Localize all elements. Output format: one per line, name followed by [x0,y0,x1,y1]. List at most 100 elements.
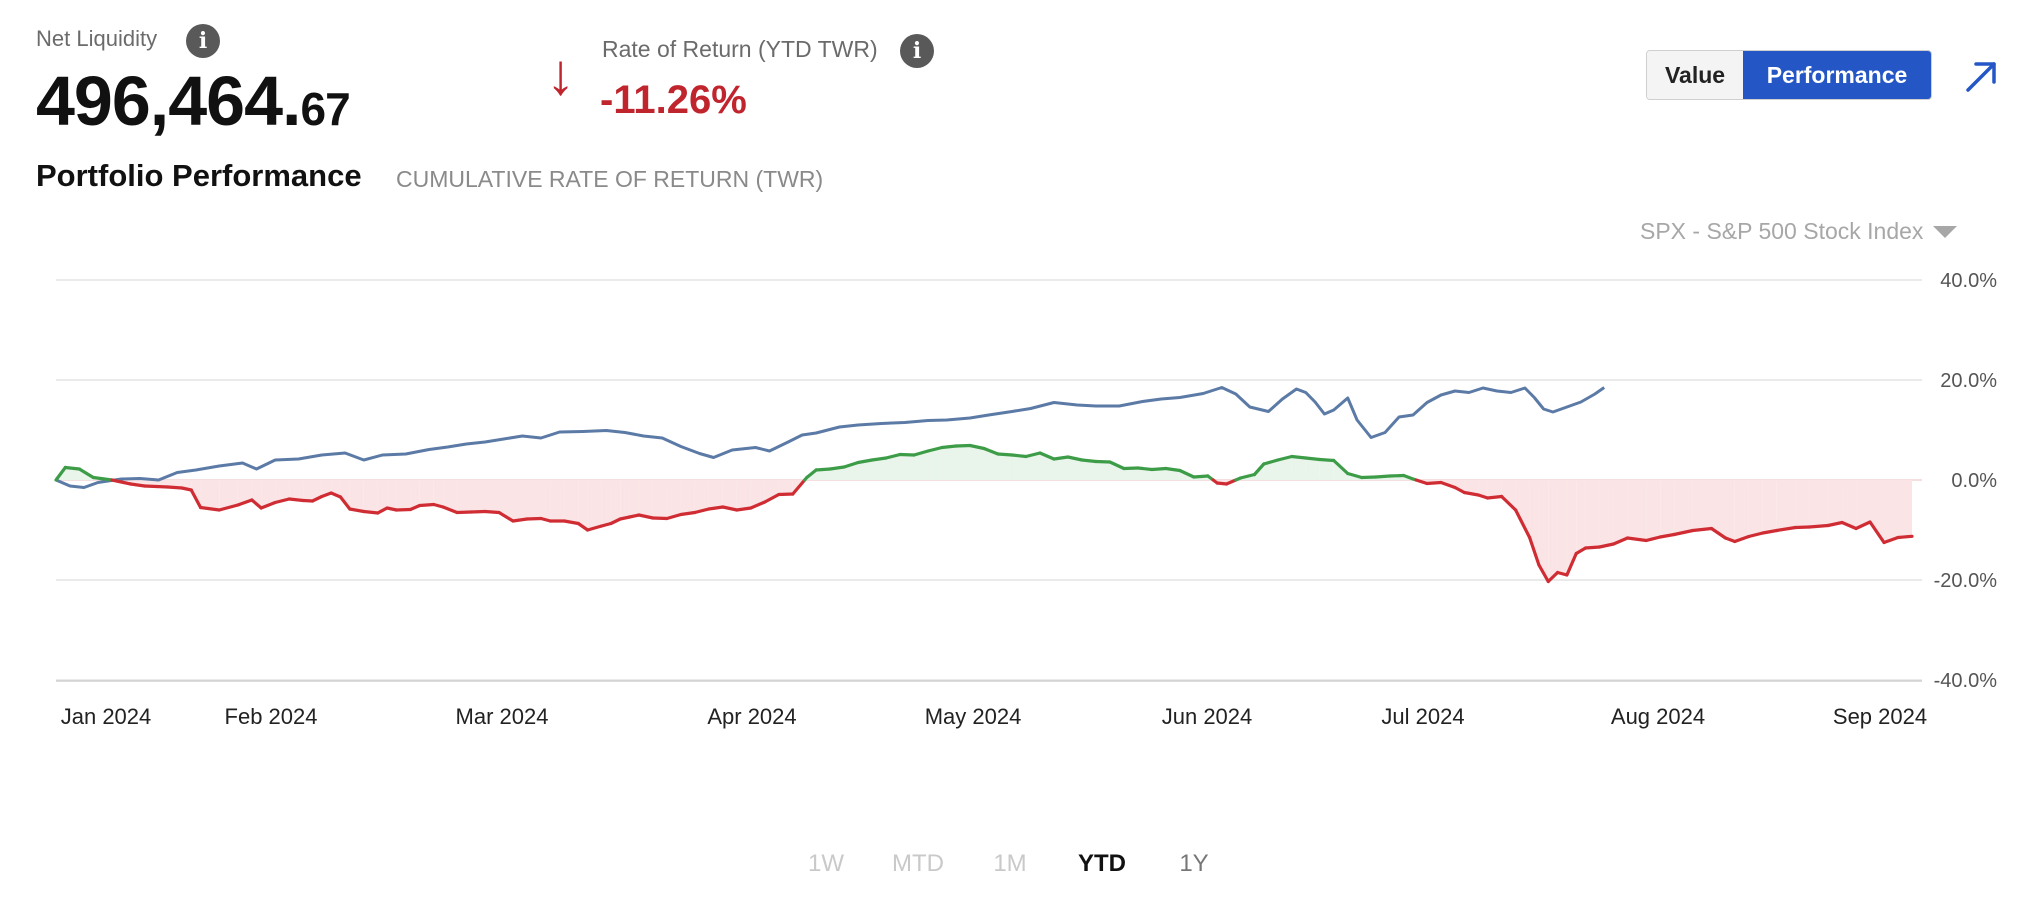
negative-area [419,480,434,506]
positive-area [1137,468,1152,480]
negative-area [377,480,388,513]
portfolio-line-positive [982,446,1000,456]
portfolio-line-negative [576,521,590,532]
portfolio-line-negative [1574,546,1588,556]
portfolio-line-positive [884,452,902,460]
benchmark-select[interactable]: SPX - S&P 500 Stock Index [1640,218,1958,245]
portfolio-line-negative [376,506,389,515]
portfolio-line-positive [856,458,874,465]
range-1w[interactable]: 1W [808,850,844,877]
range-1m[interactable]: 1M [993,850,1027,877]
negative-area [587,480,602,530]
info-icon[interactable]: i [900,34,934,68]
y-tick-label: 20.0% [1940,370,1997,392]
portfolio-line-negative [394,507,413,512]
negative-area [722,480,737,510]
performance-button[interactable]: Performance [1743,51,1931,99]
portfolio-line-positive [63,465,81,471]
portfolio-line-positive [940,444,958,450]
positive-area [1263,460,1278,480]
portfolio-line-negative [129,482,147,488]
x-tick-label: Mar 2024 [456,704,549,729]
portfolio-line-positive [1094,459,1112,464]
x-tick-label: Apr 2024 [707,704,796,729]
value-button[interactable]: Value [1647,51,1743,99]
negative-area [1454,480,1465,493]
portfolio-line-positive [1304,456,1322,462]
portfolio-line-negative [432,502,445,509]
portfolio-line-positive [1150,466,1168,472]
negative-area [387,480,397,510]
negative-area [540,480,551,521]
portfolio-line-positive [828,465,846,471]
portfolio-line-negative [1747,531,1765,539]
portfolio-line-negative [418,502,436,508]
portfolio-line-positive [1122,466,1140,471]
portfolio-line-negative [1723,536,1737,544]
x-tick-label: Jun 2024 [1162,704,1253,729]
negative-area [303,480,313,501]
negative-area [750,480,765,508]
portfolio-line-negative [562,519,580,526]
portfolio-line-negative [1793,525,1812,530]
negative-area [1762,480,1777,533]
portfolio-line-positive [1192,474,1210,479]
portfolio-line-positive [898,452,916,457]
portfolio-line-negative [1224,478,1238,486]
negative-area [1734,480,1749,542]
expand-arrow-icon[interactable] [1962,56,2002,96]
portfolio-line-negative [511,517,529,523]
portfolio-line-negative [1775,525,1798,533]
range-mtd[interactable]: MTD [892,850,944,877]
rate-of-return-value: -11.26% [600,78,747,122]
x-tick-label: Sep 2024 [1833,704,1927,729]
range-ytd[interactable]: YTD [1078,850,1126,877]
portfolio-line-negative [679,510,697,517]
negative-area [1898,480,1912,538]
portfolio-line-negative [259,500,277,510]
positive-area [1025,453,1040,480]
negative-area [396,480,411,510]
negative-area [1660,480,1675,537]
portfolio-line-negative [329,491,343,499]
portfolio-line-negative [273,497,291,505]
portfolio-line-negative [600,521,613,528]
positive-area [997,454,1012,480]
portfolio-line-negative [236,498,254,507]
negative-area [1842,480,1857,529]
portfolio-line-negative [250,498,263,510]
portfolio-line-positive [912,449,930,457]
portfolio-line-negative [1453,485,1466,495]
portfolio-line-negative [441,505,459,515]
portfolio-line-negative [455,510,473,515]
portfolio-line-negative [763,492,781,504]
portfolio-line-positive [54,465,67,482]
portfolio-line-negative [1709,526,1728,540]
portfolio-line-negative [1565,551,1578,577]
y-tick-label: -20.0% [1934,570,1998,592]
y-tick-label: 40.0% [1940,270,1997,292]
portfolio-line-positive [77,467,95,480]
portfolio-line-negative [749,500,767,510]
positive-area [872,458,887,480]
y-tick-label: 0.0% [1951,470,1997,492]
portfolio-line-negative [1807,523,1830,529]
portfolio-line-negative [1462,490,1480,497]
info-icon[interactable]: i [186,24,220,58]
positive-area [858,460,873,480]
x-tick-label: Jul 2024 [1381,704,1464,729]
portfolio-line-negative [320,491,333,499]
range-1y[interactable]: 1Y [1179,850,1209,877]
negative-area [764,480,779,502]
portfolio-line-negative [1476,493,1490,500]
portfolio-line-positive [1388,473,1406,478]
negative-area [1585,480,1600,548]
portfolio-line-positive [1318,457,1336,463]
portfolio-line-negative [1691,526,1714,533]
positive-area [1109,462,1124,480]
portfolio-line-negative [1500,494,1518,512]
portfolio-line-positive [1262,458,1280,466]
view-toggle: Value Performance [1646,50,1932,100]
negative-area [1884,480,1899,543]
negative-area [526,480,541,519]
